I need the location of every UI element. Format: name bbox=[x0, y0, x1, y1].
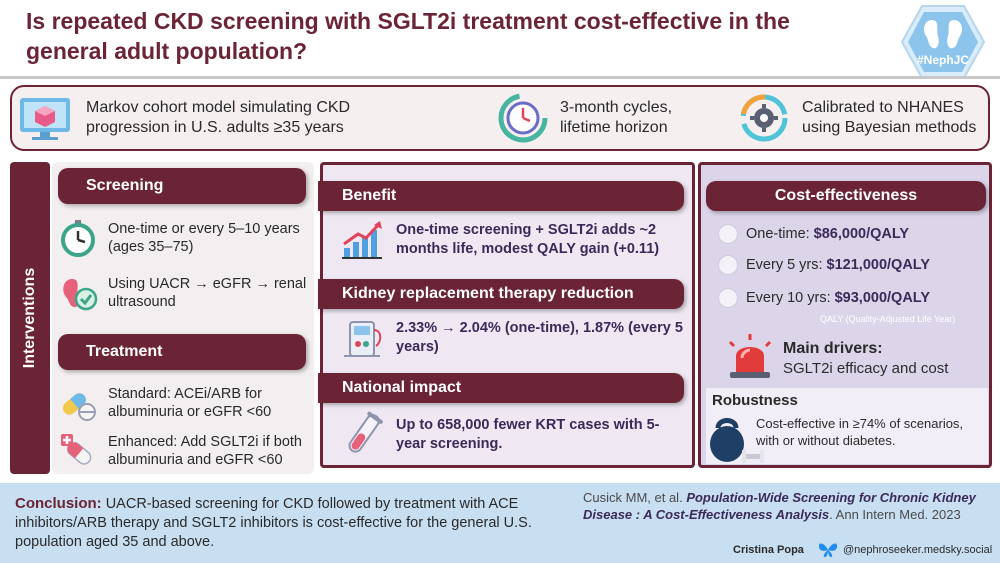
cube-screen-icon bbox=[20, 98, 70, 140]
cycle-clock-icon bbox=[498, 93, 548, 143]
benefit-item: One-time screening + SGLT2i adds ~2 mont… bbox=[340, 218, 686, 262]
cost-row-label: Every 10 yrs: bbox=[746, 290, 831, 306]
kidney-icon bbox=[900, 5, 986, 79]
pills-icon bbox=[62, 393, 96, 421]
national-impact-text: Up to 658,000 fewer KRT cases with 5-yea… bbox=[396, 417, 660, 452]
social-handle: @nephroseeker.medsky.social bbox=[843, 544, 993, 556]
stopwatch-icon bbox=[61, 220, 95, 257]
main-drivers-text: SGLT2i efficacy and cost bbox=[783, 360, 949, 377]
cost-row-one-time: One-time: $86,000/QALY bbox=[718, 224, 909, 244]
conclusion-label: Conclusion: bbox=[15, 495, 102, 512]
benefit-heading: Benefit bbox=[318, 181, 684, 211]
cost-row-label: One-time: bbox=[746, 226, 810, 242]
screening-item-frequency: One-time or every 5–10 years (ages 35–75… bbox=[58, 218, 310, 258]
cost-row-every-5: Every 5 yrs: $121,000/QALY bbox=[718, 255, 930, 275]
cost-row-every-10: Every 10 yrs: $93,000/QALY bbox=[718, 288, 930, 308]
kettlebell-icon bbox=[710, 418, 764, 463]
model-text: Markov cohort model simulating CKD progr… bbox=[86, 99, 351, 136]
cost-row-label: Every 5 yrs: bbox=[746, 257, 823, 273]
interventions-label: Interventions bbox=[21, 267, 38, 369]
badge-label: #NephJC bbox=[916, 53, 969, 67]
author-name: Cristina Popa bbox=[733, 544, 804, 556]
outcomes-panel bbox=[320, 162, 695, 468]
butterfly-icon bbox=[818, 543, 838, 557]
citation-title: Population-Wide Screening for Chronic Ki… bbox=[583, 490, 976, 522]
krt-item: 2.33% → 2.04% (one-time), 1.87% (every 5… bbox=[340, 316, 686, 360]
model-item: Markov cohort model simulating CKD progr… bbox=[18, 87, 388, 149]
bullet-icon bbox=[718, 224, 738, 244]
treatment-enhanced-text: Enhanced: Add SGLT2i if both albuminuria… bbox=[108, 434, 303, 468]
treatment-item-standard: Standard: ACEi/ARB for albuminuria or eG… bbox=[58, 383, 310, 423]
cycle-text: 3-month cycles, lifetime horizon bbox=[560, 99, 673, 136]
alarm-light-icon bbox=[728, 334, 772, 378]
robustness-box bbox=[706, 388, 988, 464]
model-summary-bar: Markov cohort model simulating CKD progr… bbox=[10, 85, 990, 151]
treatment-standard-text: Standard: ACEi/ARB for albuminuria or eG… bbox=[108, 386, 272, 420]
krt-text: 2.33% → 2.04% (one-time), 1.87% (every 5… bbox=[396, 320, 683, 355]
robustness-heading: Robustness bbox=[712, 392, 798, 409]
conclusion-text: UACR-based screening for CKD followed by… bbox=[15, 496, 532, 550]
interventions-panel bbox=[52, 162, 314, 474]
citation-journal: . Ann Intern Med. 2023 bbox=[829, 507, 961, 522]
cost-row-value: $86,000/QALY bbox=[813, 226, 910, 242]
main-drivers: Main drivers: SGLT2i efficacy and cost bbox=[783, 339, 948, 379]
screening-heading: Screening bbox=[58, 168, 306, 204]
citation-authors: Cusick MM, et al. bbox=[583, 490, 683, 505]
page-title: Is repeated CKD screening with SGLT2i tr… bbox=[26, 8, 790, 64]
bullet-icon bbox=[718, 288, 738, 308]
robustness-text: Cost-effective in ≥74% of scenarios, wit… bbox=[756, 416, 964, 448]
interventions-side-label: Interventions bbox=[10, 162, 50, 474]
calibration-item: Calibrated to NHANES using Bayesian meth… bbox=[738, 87, 988, 149]
bullet-icon bbox=[718, 255, 738, 275]
test-tube-icon bbox=[348, 411, 383, 453]
conclusion: Conclusion: UACR-based screening for CKD… bbox=[15, 494, 570, 552]
kidney-check-icon bbox=[63, 279, 98, 311]
title-divider bbox=[0, 76, 1000, 79]
treatment-heading: Treatment bbox=[58, 334, 306, 370]
krt-heading: Kidney replacement therapy reduction bbox=[318, 279, 684, 309]
cost-effectiveness-heading: Cost-effectiveness bbox=[706, 181, 986, 211]
national-impact-heading: National impact bbox=[318, 373, 684, 403]
national-impact-item: Up to 658,000 fewer KRT cases with 5-yea… bbox=[340, 410, 686, 460]
citation: Cusick MM, et al. Population-Wide Screen… bbox=[583, 489, 993, 523]
main-drivers-heading: Main drivers: bbox=[783, 340, 883, 357]
screening-item-method: Using UACR → eGFR → renal ultrasound bbox=[58, 273, 310, 313]
cycle-item: 3-month cycles, lifetime horizon bbox=[498, 87, 718, 149]
capsule-plus-icon bbox=[61, 434, 92, 465]
calibration-text: Calibrated to NHANES using Bayesian meth… bbox=[802, 99, 977, 136]
cost-row-value: $93,000/QALY bbox=[834, 290, 930, 306]
gear-cycle-icon bbox=[740, 94, 788, 142]
benefit-text: One-time screening + SGLT2i adds ~2 mont… bbox=[396, 222, 660, 257]
treatment-item-enhanced: Enhanced: Add SGLT2i if both albuminuria… bbox=[58, 431, 310, 471]
screening-frequency-text: One-time or every 5–10 years (ages 35–75… bbox=[108, 221, 300, 255]
growth-chart-icon bbox=[342, 221, 382, 259]
cost-row-value: $121,000/QALY bbox=[826, 257, 931, 273]
qaly-footnote: QALY (Quality-Adjusted Life Year) bbox=[820, 314, 956, 324]
dialysis-icon bbox=[344, 321, 382, 357]
screening-method-text: Using UACR → eGFR → renal ultrasound bbox=[108, 276, 307, 310]
